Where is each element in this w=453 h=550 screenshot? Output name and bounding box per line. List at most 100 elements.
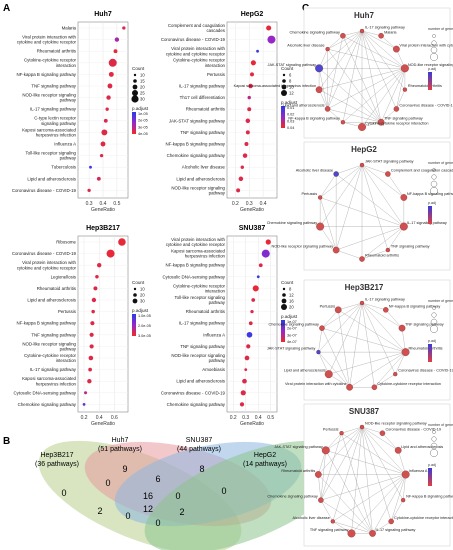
count-legend-label: 20 xyxy=(140,85,145,90)
network-edge xyxy=(342,30,363,36)
network-node-label: NF-kappa B signaling pathway xyxy=(407,192,453,196)
network-edge xyxy=(351,426,363,534)
data-point xyxy=(245,130,250,135)
category-label: Cytosolic DNA-sensing pathway xyxy=(163,274,226,279)
data-point xyxy=(239,402,245,407)
network-edge xyxy=(387,173,404,198)
network-hepg2: HepG2 JAK-STAT signaling pathway Complemen… xyxy=(267,141,453,271)
data-point xyxy=(103,118,108,123)
network-node xyxy=(388,518,394,525)
venn-set-count-snu387: (44 pathways) xyxy=(177,446,221,453)
color-legend-title: p.adjust xyxy=(132,106,149,111)
network-node xyxy=(318,497,324,503)
network-node xyxy=(400,194,408,201)
data-point xyxy=(88,367,92,372)
category-label: IL-17 signaling pathway xyxy=(30,107,77,112)
category-label: Viral protein interaction with cytokine a… xyxy=(17,260,77,270)
network-edge xyxy=(319,89,382,123)
data-point xyxy=(242,378,247,384)
venn-set-count-hep3b217: (36 pathways) xyxy=(35,461,79,468)
network-edge xyxy=(391,474,406,522)
network-edge xyxy=(328,351,406,375)
network-edge xyxy=(342,30,363,123)
network-edge xyxy=(336,249,363,260)
category-label: Cytosolic DNA-sensing pathway xyxy=(14,390,77,395)
data-point xyxy=(96,176,101,181)
venn-region-hep3b217-huh7: 0 xyxy=(105,478,110,488)
network-node-label: Cytokine-cytokine receptor interaction xyxy=(365,122,429,126)
network-edge xyxy=(361,302,403,329)
network-edge xyxy=(380,108,397,123)
color-legend-label: 1e-05 xyxy=(138,112,148,116)
network-node xyxy=(324,370,333,379)
plot-frame xyxy=(226,21,278,199)
data-point xyxy=(108,71,114,77)
count-legend-dot xyxy=(281,304,287,310)
x-axis-label: GeneRatio xyxy=(91,421,115,427)
network-edge xyxy=(320,450,326,501)
data-point xyxy=(108,58,117,67)
color-legend-label: 0.04 xyxy=(287,126,294,130)
category-label: Ribosome xyxy=(56,240,76,245)
network-edge xyxy=(349,351,406,388)
network-edge xyxy=(361,302,406,353)
network-edge xyxy=(321,327,406,353)
network-edge xyxy=(318,68,382,123)
network-node xyxy=(385,171,391,177)
data-point xyxy=(113,49,118,54)
category-label: NOD-like receptor signaling pathway xyxy=(22,341,76,351)
network-node-label: Rheumatoid arthritis xyxy=(409,347,443,351)
network-node xyxy=(333,171,339,177)
network-edge xyxy=(318,30,363,69)
network-hep3b217: Hep3B217 IL-17 signaling pathway NF-kappa … xyxy=(267,279,453,401)
network-edge xyxy=(325,450,373,534)
category-label: NF-kappa B signaling pathway xyxy=(165,263,225,268)
color-legend-title: p.adj xyxy=(428,339,436,343)
color-legend-title: p.adj xyxy=(428,463,436,467)
color-legend-label: 1e-07 xyxy=(287,320,297,324)
network-node-label: Alcoholic liver disease xyxy=(287,44,324,48)
network-edge xyxy=(401,328,406,353)
color-legend-label: 2.0e-05 xyxy=(138,324,151,328)
network-node-label: NF-kappa B signaling pathway xyxy=(389,304,441,308)
venn-set-hepg2 xyxy=(144,440,348,550)
network-edge xyxy=(341,433,406,475)
category-label: NF-kappa B signaling pathway xyxy=(165,142,225,147)
network-node xyxy=(314,471,322,478)
network-node xyxy=(359,300,365,306)
network-edge xyxy=(372,474,406,534)
network-edge xyxy=(342,68,406,123)
network-title: SNU387 xyxy=(349,407,380,416)
venn-set-label-hepg2: HepG2 xyxy=(254,452,276,459)
count-legend-title: Count xyxy=(281,66,294,71)
size-legend-title: number of genes xyxy=(428,299,453,303)
venn-region-huh7-snu387: 6 xyxy=(155,474,160,484)
x-tick-label: 0.3 xyxy=(242,415,249,421)
data-point xyxy=(236,188,241,193)
data-point xyxy=(106,95,111,100)
color-legend-bar xyxy=(281,106,285,128)
network-node-label: Alcoholic liver disease xyxy=(296,168,333,172)
venn-set-count-hepg2: (14 pathways) xyxy=(243,461,287,468)
size-legend-circle xyxy=(432,430,436,434)
category-label: IL-17 signaling pathway xyxy=(30,367,77,372)
category-label: TNF signaling pathway xyxy=(180,130,225,135)
network-node-label: Viral protein interaction with cytokine xyxy=(285,382,347,386)
data-point xyxy=(240,390,246,396)
network-node-label: Chemokine signaling pathway xyxy=(289,30,340,34)
category-label: TNF signaling pathway xyxy=(31,84,76,89)
network-edge xyxy=(336,226,404,251)
network-node-label: Chemokine signaling pathway xyxy=(267,221,318,225)
network-node-label: TNF signaling pathway xyxy=(405,323,444,327)
venn-region-hep3b217-only: 0 xyxy=(61,488,66,498)
network-edge xyxy=(361,302,386,310)
size-legend-circle xyxy=(430,53,438,61)
count-legend-label: 8 xyxy=(289,79,292,84)
network-edge xyxy=(320,173,337,198)
network-edge xyxy=(320,433,342,501)
x-tick-label: 0.4 xyxy=(96,415,103,421)
network-edge xyxy=(372,521,392,534)
x-tick-label: 0.4 xyxy=(255,415,262,421)
network-edge xyxy=(361,226,404,260)
